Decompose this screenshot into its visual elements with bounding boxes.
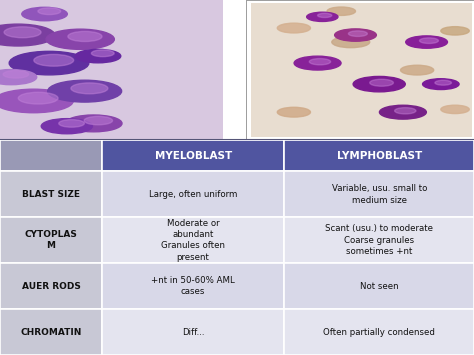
Circle shape	[84, 116, 112, 125]
Circle shape	[318, 13, 332, 17]
Text: LYMPHOBLAST: LYMPHOBLAST	[337, 151, 422, 161]
Circle shape	[0, 89, 73, 113]
Bar	[284, 171, 474, 217]
Text: Moderate or
abundant
Granules often
present: Moderate or abundant Granules often pres…	[161, 219, 225, 262]
Text: Diff...: Diff...	[182, 328, 204, 337]
Circle shape	[441, 27, 469, 35]
Bar	[0, 309, 102, 355]
Circle shape	[41, 119, 92, 134]
Bar	[102, 263, 284, 309]
Circle shape	[419, 38, 438, 43]
Text: BLAST SIZE: BLAST SIZE	[22, 190, 80, 199]
Circle shape	[3, 71, 28, 78]
Circle shape	[75, 49, 121, 63]
Circle shape	[4, 27, 41, 38]
Circle shape	[435, 80, 451, 85]
Bar	[102, 309, 284, 355]
Text: +nt in 50-60% AML
cases: +nt in 50-60% AML cases	[151, 276, 235, 296]
Bar	[223, 0, 246, 140]
Text: AUER RODS: AUER RODS	[21, 282, 81, 291]
Circle shape	[9, 51, 89, 75]
Circle shape	[59, 120, 84, 127]
Bar	[0, 140, 102, 171]
Circle shape	[441, 105, 469, 114]
Bar	[251, 3, 472, 137]
Circle shape	[327, 7, 356, 15]
Bar	[0, 217, 102, 263]
Bar	[0, 171, 102, 217]
Circle shape	[332, 37, 370, 48]
Circle shape	[277, 107, 310, 117]
Circle shape	[335, 29, 376, 41]
Bar	[284, 217, 474, 263]
Bar	[284, 140, 474, 171]
Text: CHROMATIN: CHROMATIN	[20, 328, 82, 337]
Circle shape	[68, 31, 102, 42]
Text: MYELOBLAST: MYELOBLAST	[155, 151, 232, 161]
Circle shape	[18, 92, 58, 104]
Text: Often partially condensed: Often partially condensed	[323, 328, 435, 337]
Circle shape	[379, 105, 427, 119]
Bar	[284, 309, 474, 355]
Circle shape	[46, 29, 114, 49]
Circle shape	[22, 7, 67, 21]
Circle shape	[71, 83, 108, 94]
Circle shape	[91, 50, 114, 57]
Circle shape	[307, 12, 338, 21]
Bar	[246, 0, 474, 140]
Circle shape	[394, 108, 416, 114]
Circle shape	[0, 70, 36, 85]
Circle shape	[38, 8, 61, 15]
Circle shape	[34, 54, 73, 66]
Text: Scant (usu.) to moderate
Coarse granules
sometimes +nt: Scant (usu.) to moderate Coarse granules…	[325, 224, 433, 256]
Circle shape	[277, 23, 310, 33]
Bar	[0, 263, 102, 309]
Circle shape	[370, 79, 393, 86]
Bar	[102, 217, 284, 263]
Bar	[102, 140, 284, 171]
Text: Not seen: Not seen	[360, 282, 399, 291]
Circle shape	[406, 36, 447, 48]
Text: Variable, usu. small to
medium size: Variable, usu. small to medium size	[331, 184, 427, 204]
Circle shape	[0, 24, 55, 46]
Circle shape	[48, 80, 122, 102]
Circle shape	[294, 56, 341, 70]
Circle shape	[348, 31, 367, 37]
Text: Large, often uniform: Large, often uniform	[149, 190, 237, 199]
Circle shape	[309, 59, 331, 65]
Text: CYTOPLAS
M: CYTOPLAS M	[25, 230, 77, 251]
Bar	[284, 263, 474, 309]
Circle shape	[401, 65, 434, 75]
Circle shape	[65, 115, 122, 132]
Bar	[0, 0, 223, 140]
Bar	[102, 171, 284, 217]
Circle shape	[423, 79, 459, 89]
Circle shape	[353, 76, 405, 92]
